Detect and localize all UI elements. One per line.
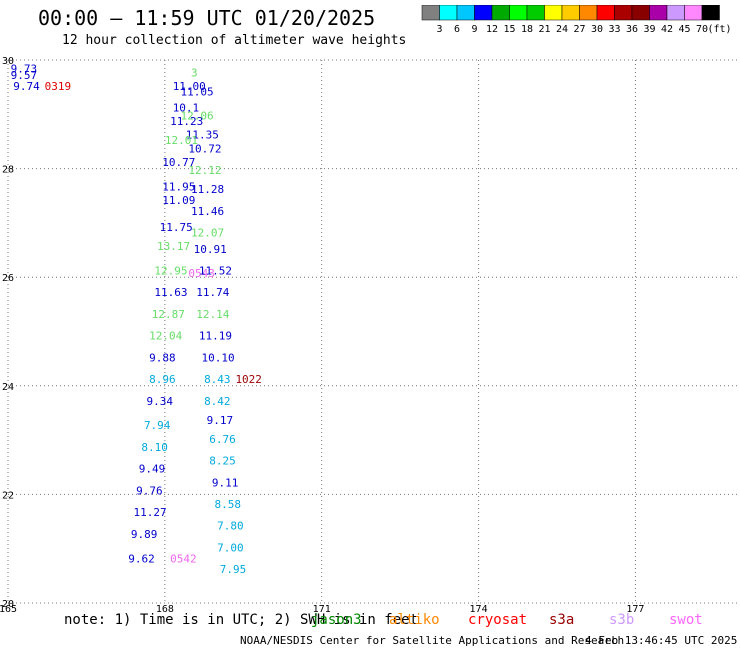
colorbar-label: 45: [678, 24, 690, 35]
footer-note: note: 1) Time is in UTC; 2) SWH is in fe…: [64, 612, 419, 628]
data-point-label: 8.25: [209, 455, 236, 468]
colorbar-label: 15: [503, 24, 515, 35]
chart-title: 00:00 — 11:59 UTC 01/20/2025: [38, 6, 376, 30]
data-point-label: 10.1: [173, 102, 200, 115]
colorbar-label: 39: [643, 24, 655, 35]
colorbar-label: 30: [591, 24, 603, 35]
x-tick-label: 168: [156, 604, 174, 615]
data-point-label: 11.27: [133, 506, 166, 519]
data-point-label: 8.43: [204, 373, 231, 386]
data-point-label: 11.35: [186, 129, 219, 142]
legend-jason3: jason3: [311, 612, 362, 628]
y-tick-label: 30: [2, 56, 14, 67]
colorbar-label: 18: [521, 24, 533, 35]
data-point-label: 12.04: [149, 330, 182, 343]
data-point-label: 9.88: [149, 351, 176, 364]
data-point-label: 11.19: [199, 330, 232, 343]
data-point-label: 9.62: [128, 552, 155, 565]
colorbar-label: 24: [556, 24, 568, 35]
data-point-label: 11.63: [154, 286, 187, 299]
data-point-label: 9.76: [136, 484, 163, 497]
data-point-label: 9.57: [11, 69, 38, 82]
data-point-label: 8.42: [204, 395, 231, 408]
colorbar-label: 70: [696, 24, 708, 35]
data-point-label: 9.49: [139, 463, 166, 476]
y-tick-label: 26: [2, 273, 14, 284]
data-point-label: 7.00: [217, 541, 244, 554]
y-tick-label: 28: [2, 165, 14, 176]
data-point-label: 0542: [170, 552, 197, 565]
data-point-label: 8.10: [141, 441, 168, 454]
data-point-label: 12.06: [181, 110, 214, 123]
data-point-label: 12.87: [152, 308, 185, 321]
colorbar-label: 9: [471, 24, 477, 35]
colorbar-label: 3: [436, 24, 442, 35]
data-point-label: 9.11: [212, 476, 239, 489]
x-tick-label: 177: [626, 604, 644, 615]
data-point-label: 9.89: [131, 528, 158, 541]
data-point-label: 13.17: [157, 240, 190, 253]
data-point-label: 12.07: [191, 226, 224, 239]
colorbar-label: 42: [661, 24, 673, 35]
data-point-label: 6.76: [209, 433, 236, 446]
data-point-label: 1022: [235, 373, 262, 386]
data-point-label: 7.80: [217, 520, 244, 533]
data-point-label: 11.05: [181, 85, 214, 98]
data-point-label: 11.09: [162, 194, 195, 207]
data-point-label: 11.23: [170, 115, 203, 128]
colorbar-label: (ft): [707, 24, 731, 35]
data-point-label: 0319: [45, 80, 72, 93]
legend-s3b: s3b: [609, 612, 635, 628]
data-point-label: 8.58: [215, 498, 242, 511]
data-point-label: 9.34: [147, 395, 174, 408]
data-point-label: 0543: [188, 267, 215, 280]
colorbar-label: 12: [486, 24, 498, 35]
data-point-label: 7.95: [220, 563, 247, 576]
data-point-label: 9.17: [207, 414, 234, 427]
x-tick-label: 174: [470, 604, 488, 615]
data-point-label: 12.14: [196, 308, 229, 321]
data-point-label: 3: [191, 66, 198, 79]
data-point-label: 7.94: [144, 419, 171, 432]
data-point-label: 11.52: [199, 264, 232, 277]
y-tick-label: 20: [2, 599, 14, 610]
x-tick-label: 171: [313, 604, 331, 615]
legend-cryosat: cryosat: [468, 612, 528, 628]
colorbar-label: 36: [626, 24, 638, 35]
footer-date: 4 Feb 13:46:45 UTC 2025: [585, 634, 738, 647]
data-point-label: 11.28: [191, 183, 224, 196]
data-point-label: 10.77: [162, 156, 195, 169]
color-legend: 3 6 9 12 15 18 21 24 27 30 33 36 39 42 45 70 (ft): [421, 5, 732, 35]
data-point-label: 8.96: [149, 373, 176, 386]
colorbar-swatch: [701, 5, 720, 21]
colorbar-label: 27: [573, 24, 585, 35]
legend-swot: swot: [669, 612, 703, 628]
colorbar-label: 33: [608, 24, 620, 35]
colorbar-label: 6: [454, 24, 460, 35]
data-point-label: 9.73: [11, 62, 38, 75]
data-point-label: 10.91: [194, 243, 227, 256]
colorbar-label: 21: [538, 24, 550, 35]
x-tick-label: 165: [0, 604, 17, 615]
data-point-label: 11.46: [191, 205, 224, 218]
legend-altika: altiko: [389, 612, 440, 628]
data-point-label: 12.95: [154, 264, 187, 277]
data-point-label: 10.10: [201, 351, 234, 364]
data-point-label: 11.00: [173, 80, 206, 93]
data-point-label: 10.72: [188, 142, 221, 155]
data-point-label: 11.95: [162, 180, 195, 193]
data-point-label: 12.01: [165, 134, 198, 147]
legend-s3a: s3a: [549, 612, 575, 628]
data-point-label: 11.75: [160, 221, 193, 234]
data-point-label: 9.74: [13, 80, 40, 93]
chart-subtitle: 12 hour collection of altimeter wave hei…: [62, 33, 407, 48]
data-point-label: 11.74: [196, 286, 229, 299]
data-point-label: 12.12: [188, 164, 221, 177]
y-tick-label: 22: [2, 490, 14, 501]
footer-credit: NOAA/NESDIS Center for Satellite Applica…: [240, 634, 625, 647]
y-tick-label: 24: [2, 382, 14, 393]
